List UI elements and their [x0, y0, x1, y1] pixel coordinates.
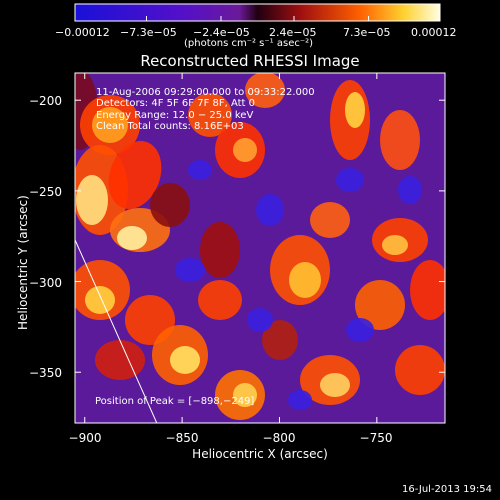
solar-limb-line [75, 239, 158, 423]
x-tick-label: −750 [359, 431, 393, 445]
heat-blob [108, 141, 162, 209]
heat-blob [92, 107, 128, 143]
annotation-total-counts: Clean Total counts: 8.16E+03 [96, 121, 244, 132]
heat-blob [200, 222, 240, 278]
x-tick-label: −800 [262, 431, 296, 445]
colorbar-unit-label: (photons cm⁻² s⁻¹ asec⁻²) [184, 38, 314, 49]
colorbar-tick-label: −2.4e−05 [193, 26, 250, 39]
heat-blob [170, 346, 200, 374]
heat-blob [310, 202, 350, 238]
colorbar [74, 3, 441, 22]
colorbar-tick-label: −7.3e−05 [120, 26, 177, 39]
heat-blob [245, 73, 285, 108]
colorbar-tick-label: −0.00012 [55, 26, 110, 39]
x-tick-label: −900 [68, 431, 102, 445]
y-tick-label: −300 [29, 276, 62, 290]
annotation-detectors: Detectors: 4F 5F 6F 7F 8F, Att 0 [96, 98, 256, 109]
heat-blob [289, 262, 321, 298]
heat-blob [76, 175, 108, 225]
peak-position-label: Position of Peak = [−898,−249] [95, 396, 255, 407]
annotation-energy-range: Energy Range: 12.0 − 25.0 keV [96, 110, 254, 121]
y-tick-label: −350 [29, 366, 62, 380]
heat-blob [395, 345, 445, 395]
heat-blob [95, 340, 145, 380]
chart-title: Reconstructed RHESSI Image [140, 52, 360, 70]
heat-blob [410, 260, 445, 320]
heat-blob [380, 110, 420, 170]
colorbar-tick-label: 0.00012 [411, 26, 457, 39]
heat-blob [256, 194, 284, 226]
y-tick-label: −200 [29, 94, 62, 108]
heatmap-blobs [75, 73, 445, 420]
heat-blob [247, 308, 273, 332]
heat-blob [345, 92, 365, 128]
heat-blob [150, 183, 190, 227]
colorbar-tick-label: 2.4e−05 [269, 26, 317, 39]
heat-blob [188, 160, 212, 180]
colorbar-tick-label: 7.3e−05 [343, 26, 391, 39]
heat-blob [233, 138, 257, 162]
heat-blob [233, 383, 257, 407]
plot-frame [74, 72, 446, 424]
heat-blob [262, 320, 298, 360]
x-axis-label: Heliocentric X (arcsec) [192, 447, 328, 461]
heat-blob [398, 176, 422, 204]
heat-blob [355, 280, 405, 330]
y-tick-label: −250 [29, 185, 62, 199]
heat-blob [382, 235, 408, 255]
heat-blob [336, 168, 364, 192]
x-tick-label: −850 [165, 431, 199, 445]
colorbar-ticks [74, 16, 441, 21]
heat-blob [117, 226, 147, 250]
axis-ticks [75, 73, 445, 423]
heat-blob [288, 390, 312, 410]
y-axis-label: Heliocentric Y (arcsec) [16, 195, 30, 330]
timestamp: 16-Jul-2013 19:54 [401, 484, 492, 495]
heat-blob [198, 280, 242, 320]
heat-blob [175, 258, 205, 282]
heat-blob [188, 93, 232, 137]
annotation-time-range: 11-Aug-2006 09:29:00.000 to 09:33:22.000 [96, 87, 315, 98]
heat-blob [346, 318, 374, 342]
heat-blob [320, 373, 350, 397]
heat-blob [85, 286, 115, 314]
